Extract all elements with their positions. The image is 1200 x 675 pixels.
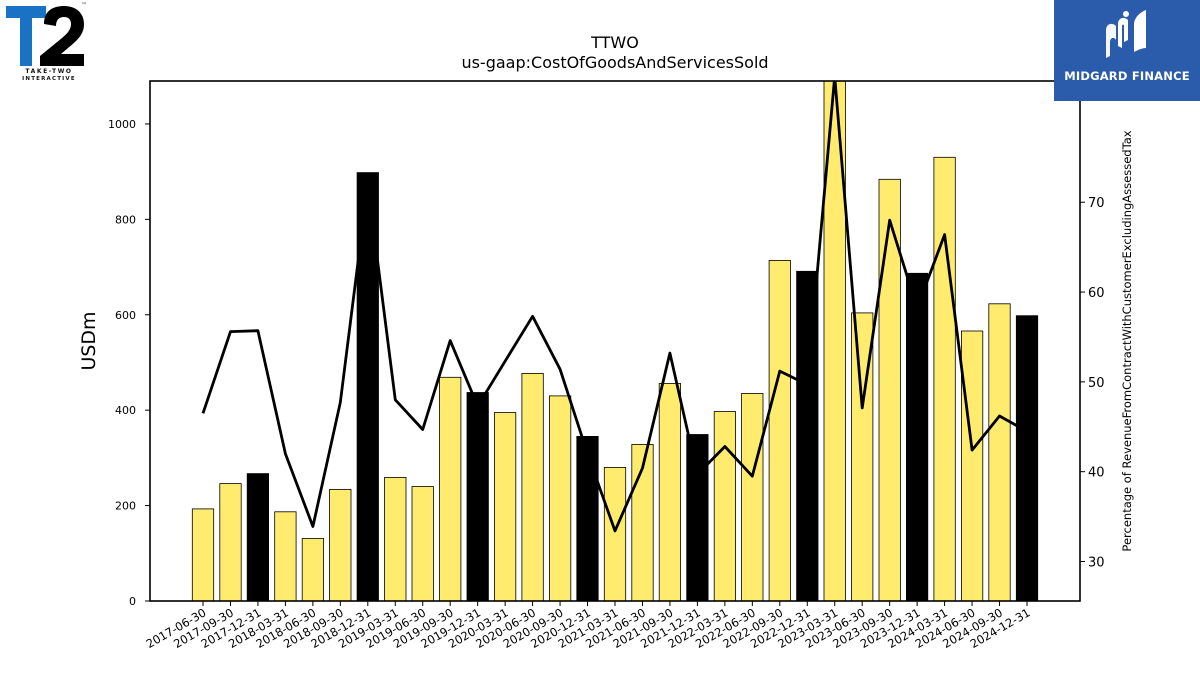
y2-tick-label: 40 — [1088, 466, 1105, 481]
y2-axis-label: Percentage of RevenueFromContractWithCus… — [1120, 130, 1134, 551]
bar-2019-06-30 — [411, 486, 434, 601]
y-tick-label: 400 — [115, 404, 136, 417]
bar-2024-03-31 — [933, 156, 956, 601]
bar-2024-06-30 — [961, 330, 984, 601]
bar-2019-09-30 — [439, 376, 462, 601]
trademark-symbol: ™ — [81, 2, 87, 9]
bar-2021-09-30 — [658, 383, 682, 601]
bar-2019-12-31 — [466, 392, 489, 601]
bar-2018-09-30 — [329, 488, 352, 601]
bar-2024-12-31 — [1015, 315, 1039, 601]
y2-tick-label: 70 — [1088, 196, 1105, 211]
bar-series — [191, 81, 1039, 601]
take-two-logo: ™ TAKE-TWO INTERACTIVE — [4, 2, 88, 84]
percentage-line — [201, 81, 1028, 533]
logo-text-interactive: INTERACTIVE — [22, 76, 76, 82]
bar-2020-06-30 — [521, 372, 544, 601]
bar-2022-12-31 — [796, 270, 819, 601]
bar-2022-03-31 — [713, 411, 737, 601]
right-y-axis: 30 40 50 60 70 — [1080, 196, 1105, 570]
bar-2021-12-31 — [686, 434, 709, 601]
bar-2018-03-31 — [274, 511, 297, 601]
y-tick-label: 800 — [115, 213, 136, 226]
bar-2024-09-30 — [988, 303, 1011, 601]
logo-text-take-two: TAKE-TWO — [25, 68, 73, 75]
y-axis-label: USDm — [78, 311, 100, 370]
bar-2020-09-30 — [549, 395, 572, 601]
bar-2020-12-31 — [576, 435, 599, 601]
bar-2023-06-30 — [851, 312, 874, 601]
y-tick-label: 200 — [115, 500, 136, 513]
bar-2021-03-31 — [603, 466, 627, 601]
bar-2023-09-30 — [878, 178, 901, 601]
x-axis: 2017-06-302017-09-302017-12-312018-03-31… — [144, 601, 1033, 651]
bar-2018-06-30 — [301, 538, 325, 601]
midgard-finance-logo: MIDGARD FINANCE — [1054, 0, 1200, 101]
bar-2022-06-30 — [741, 393, 764, 601]
y2-tick-label: 50 — [1088, 376, 1105, 391]
bar-2017-12-31 — [246, 473, 269, 601]
bar-2017-06-30 — [191, 508, 215, 601]
t2-mark-icon — [6, 6, 84, 66]
y-tick-label: 600 — [115, 309, 136, 322]
bar-2019-03-31 — [384, 476, 407, 601]
midgard-finance-text: MIDGARD FINANCE — [1064, 69, 1190, 83]
bar-2020-03-31 — [493, 412, 517, 601]
bar-2017-09-30 — [219, 483, 242, 601]
bar-2022-09-30 — [768, 259, 791, 601]
y-tick-label: 0 — [129, 595, 136, 608]
bar-2023-03-31 — [823, 81, 846, 601]
y2-tick-label: 30 — [1088, 555, 1105, 570]
midgard-mark-icon — [1106, 10, 1146, 58]
bar-2018-12-31 — [356, 172, 379, 601]
chart-title: TTWO — [590, 33, 639, 52]
chart-subtitle: us-gaap:CostOfGoodsAndServicesSold — [461, 53, 768, 72]
left-y-axis: 0 200 400 600 800 1000 — [108, 118, 150, 608]
y2-tick-label: 60 — [1088, 286, 1105, 301]
bar-2023-12-31 — [906, 272, 929, 601]
percentage-line-series — [201, 81, 1028, 533]
y-tick-label: 1000 — [108, 118, 136, 131]
